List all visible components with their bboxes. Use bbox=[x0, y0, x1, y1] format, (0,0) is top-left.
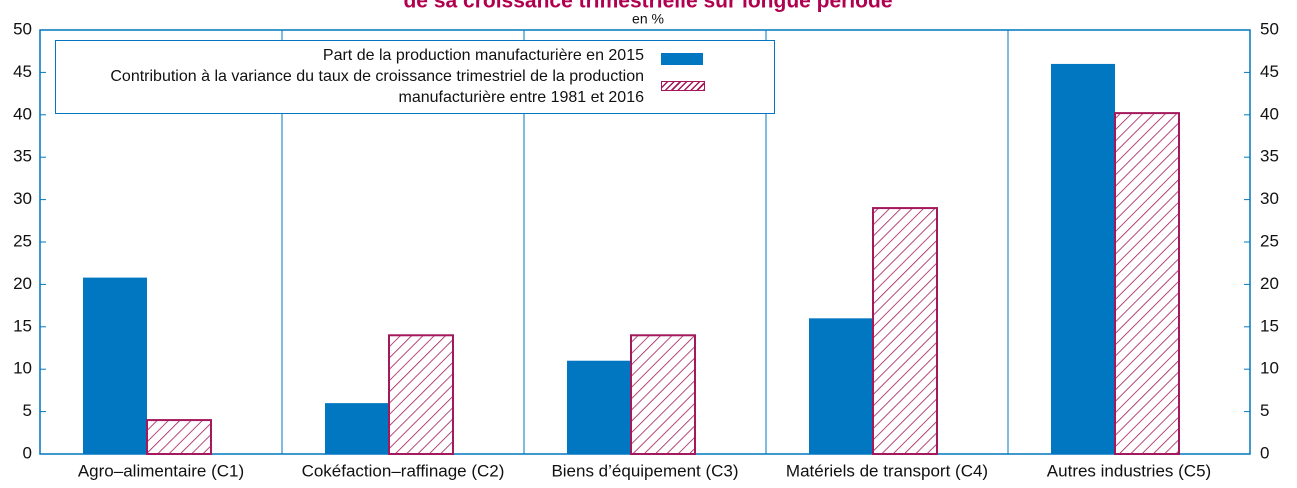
y-tick-label: 20 bbox=[13, 274, 32, 293]
bar bbox=[1051, 63, 1115, 455]
y2-tick-label: 10 bbox=[1260, 359, 1279, 378]
bar bbox=[809, 318, 873, 454]
legend-swatch bbox=[661, 53, 703, 65]
y2-tick-label: 40 bbox=[1260, 104, 1279, 123]
bar bbox=[325, 403, 389, 454]
chart-subtitle: en % bbox=[632, 11, 664, 27]
y2-tick-label: 5 bbox=[1260, 401, 1269, 420]
y-tick-label: 50 bbox=[13, 19, 32, 38]
y2-tick-label: 50 bbox=[1260, 19, 1279, 38]
y-tick-label: 0 bbox=[23, 443, 32, 462]
y-tick-label: 15 bbox=[13, 316, 32, 335]
bar bbox=[1114, 112, 1180, 455]
x-tick-label: Autres industries (C5) bbox=[1047, 461, 1211, 480]
bar bbox=[146, 419, 212, 455]
y-tick-label: 40 bbox=[13, 104, 32, 123]
legend-label: Part de la production manufacturière en … bbox=[322, 47, 644, 64]
chart-title: de sa croissance trimestrielle sur longu… bbox=[403, 0, 892, 13]
bar bbox=[388, 334, 454, 455]
legend-label: Contribution à la variance du taux de cr… bbox=[110, 68, 644, 106]
y-tick-label: 5 bbox=[23, 401, 32, 420]
bar bbox=[83, 277, 147, 454]
y2-tick-label: 30 bbox=[1260, 189, 1279, 208]
x-tick-label: Matériels de transport (C4) bbox=[786, 461, 988, 480]
y-tick-label: 35 bbox=[13, 147, 32, 166]
y2-tick-label: 15 bbox=[1260, 316, 1279, 335]
x-tick-label: Biens d’équipement (C3) bbox=[551, 461, 738, 480]
y2-tick-label: 0 bbox=[1260, 443, 1269, 462]
y2-tick-label: 25 bbox=[1260, 231, 1279, 250]
y-tick-label: 45 bbox=[13, 62, 32, 81]
y2-tick-label: 45 bbox=[1260, 62, 1279, 81]
y2-tick-label: 20 bbox=[1260, 274, 1279, 293]
y-tick-label: 10 bbox=[13, 359, 32, 378]
legend-swatch bbox=[661, 81, 705, 91]
x-tick-label: Cokéfaction–raffinage (C2) bbox=[302, 461, 505, 480]
y2-tick-label: 35 bbox=[1260, 147, 1279, 166]
y-tick-label: 25 bbox=[13, 231, 32, 250]
bar bbox=[567, 360, 631, 454]
legend: Part de la production manufacturière en … bbox=[55, 40, 775, 114]
bar bbox=[872, 207, 938, 455]
x-tick-label: Agro–alimentaire (C1) bbox=[78, 461, 244, 480]
y-tick-label: 30 bbox=[13, 189, 32, 208]
bar bbox=[630, 334, 696, 455]
